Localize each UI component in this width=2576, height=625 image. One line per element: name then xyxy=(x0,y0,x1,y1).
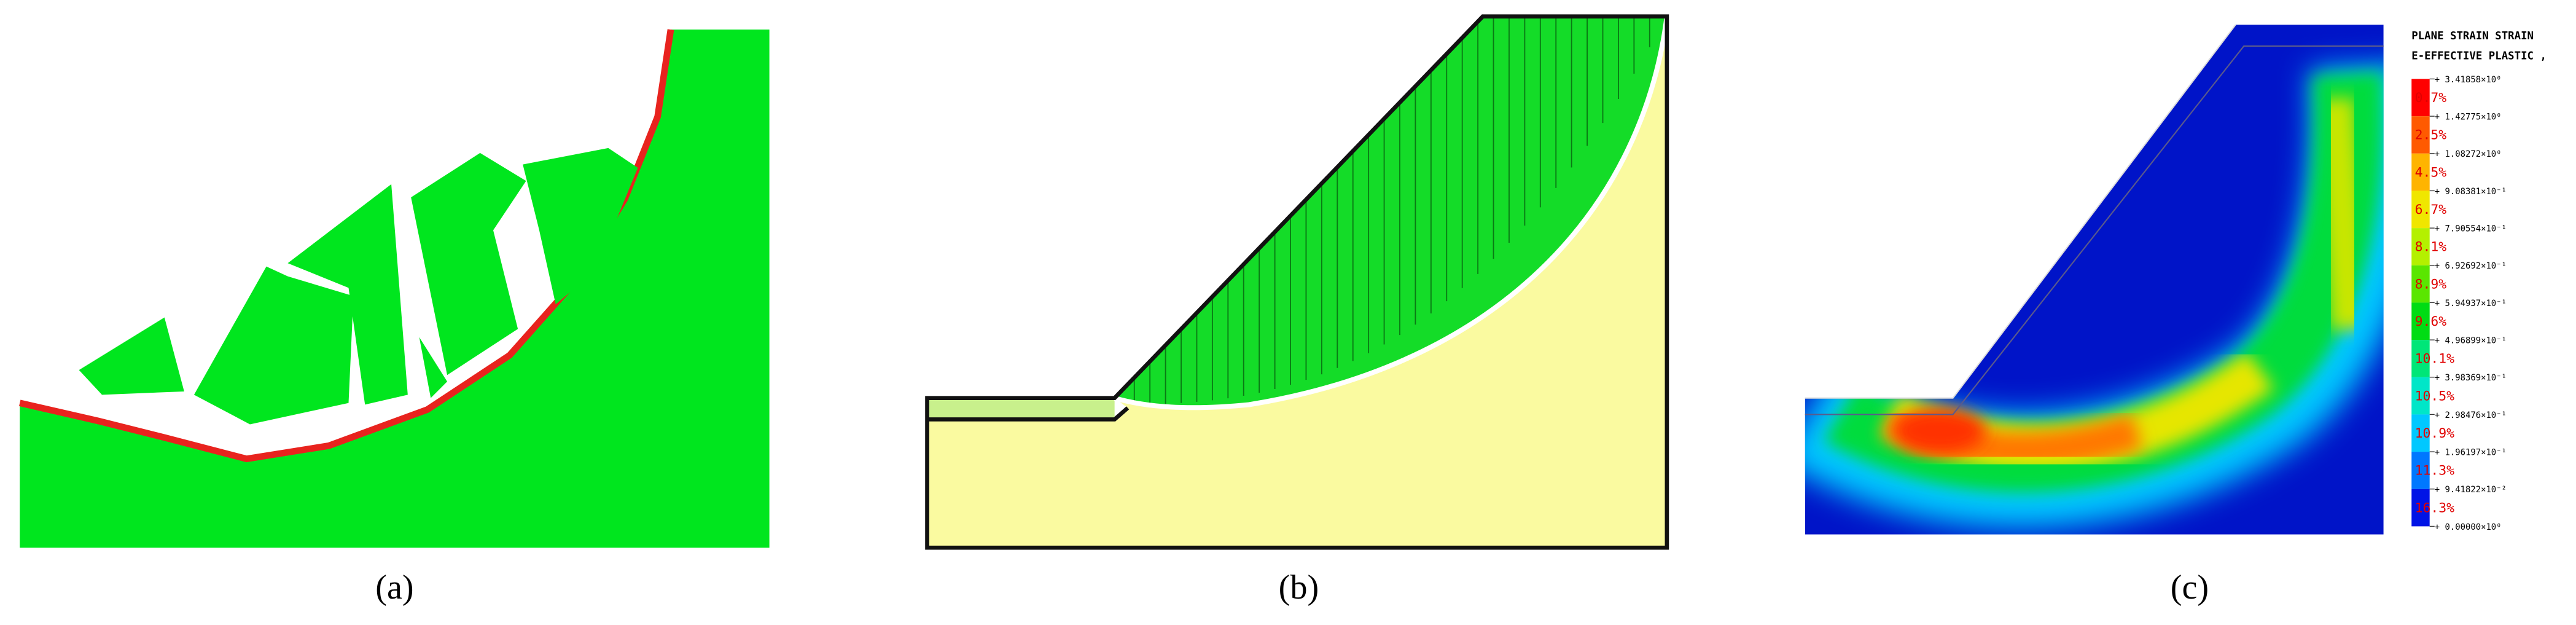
caption: (c) xyxy=(2171,568,2209,607)
legend-tick-label: + 1.42775×10⁰ xyxy=(2435,112,2502,122)
legend-percent: 11.3% xyxy=(2415,463,2455,479)
legend-swatch xyxy=(2411,340,2430,377)
legend-tick-label: + 0.00000×10⁰ xyxy=(2435,522,2502,532)
legend-swatch xyxy=(2411,79,2430,117)
legend-tick-label: + 2.98476×10⁻¹ xyxy=(2435,411,2507,420)
legend-percent: 10.1% xyxy=(2415,352,2455,367)
legend-swatch xyxy=(2411,153,2430,191)
legend-tick-label: + 6.92692×10⁻¹ xyxy=(2435,261,2507,271)
legend-percent: 2.5% xyxy=(2415,128,2447,143)
legend-swatch xyxy=(2411,489,2430,527)
legend-percent: 9.6% xyxy=(2415,314,2447,329)
legend-tick-label: + 5.94937×10⁻¹ xyxy=(2435,299,2507,309)
legend-swatch xyxy=(2411,452,2430,489)
legend-tick-label: + 4.96899×10⁻¹ xyxy=(2435,336,2507,345)
legend-swatch xyxy=(2411,302,2430,340)
legend-swatch xyxy=(2411,377,2430,415)
legend-percent: 6.7% xyxy=(2415,202,2447,218)
legend-swatch xyxy=(2411,191,2430,229)
legend-title: PLANE STRAIN STRAIN xyxy=(2411,30,2534,42)
legend-swatch xyxy=(2411,228,2430,265)
legend-percent: 8.1% xyxy=(2415,240,2447,255)
legend-percent: 8.9% xyxy=(2415,277,2447,292)
legend-percent: 10.9% xyxy=(2415,426,2455,441)
legend-percent: 10.5% xyxy=(2415,388,2455,404)
legend-tick-label: + 9.41822×10⁻² xyxy=(2435,485,2507,495)
caption: (b) xyxy=(1279,568,1319,607)
panel-a xyxy=(19,29,770,548)
legend-swatch xyxy=(2411,265,2430,303)
legend: PLANE STRAIN STRAIN E-EFFECTIVE PLASTIC … xyxy=(2411,30,2547,532)
legend-swatch xyxy=(2411,116,2430,154)
legend-percent: 16.3% xyxy=(2415,500,2455,516)
legend-percent: 0.7% xyxy=(2415,90,2447,106)
caption: (a) xyxy=(375,568,413,607)
legend-tick-label: + 1.08272×10⁰ xyxy=(2435,149,2502,159)
legend-tick-label: + 1.96197×10⁻¹ xyxy=(2435,447,2507,457)
legend-tick-label: + 3.41858×10⁰ xyxy=(2435,75,2502,85)
legend-tick-label: + 9.08381×10⁻¹ xyxy=(2435,187,2507,197)
legend-percent: 4.5% xyxy=(2415,165,2447,180)
legend-tick-label: + 3.98369×10⁻¹ xyxy=(2435,373,2507,383)
legend-swatch xyxy=(2411,414,2430,452)
legend-tick-label: + 7.90554×10⁻¹ xyxy=(2435,224,2507,234)
legend-title: E-EFFECTIVE PLASTIC , xyxy=(2411,50,2547,62)
panel-b xyxy=(925,14,1669,550)
panel-c xyxy=(1805,24,2384,535)
